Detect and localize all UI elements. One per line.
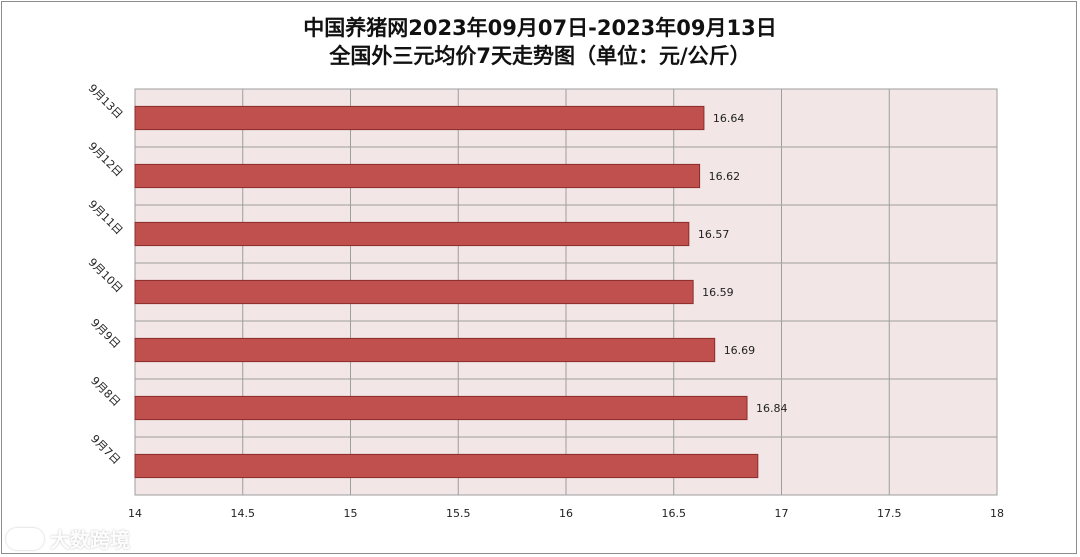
data-label: 16.64 (713, 112, 745, 125)
chart-title-line1: 中国养猪网2023年09月07日-2023年09月13日 (303, 16, 777, 40)
x-tick-label: 16 (559, 507, 573, 520)
data-label: 16.84 (756, 402, 788, 415)
data-label: 16.59 (702, 286, 734, 299)
y-tick-label: 9月8日 (88, 374, 123, 409)
y-tick-label: 9月12日 (86, 140, 126, 180)
x-tick-label: 16.5 (662, 507, 687, 520)
y-tick-label: 9月9日 (88, 316, 123, 351)
bar (134, 279, 694, 305)
y-tick-label: 9月13日 (86, 82, 126, 122)
y-tick-label: 9月11日 (86, 198, 126, 238)
x-tick-label: 14.5 (231, 507, 256, 520)
x-tick-label: 18 (990, 507, 1004, 520)
bar (134, 105, 705, 131)
bar (134, 395, 748, 421)
x-tick-label: 17.5 (877, 507, 902, 520)
data-label: 16.62 (709, 170, 741, 183)
x-tick-label: 14 (128, 507, 142, 520)
bar (134, 163, 701, 189)
y-tick-label: 9月7日 (88, 432, 123, 467)
x-tick-label: 17 (775, 507, 789, 520)
data-label: 16.57 (698, 228, 730, 241)
data-label: 16.69 (724, 344, 756, 357)
bar (134, 453, 759, 479)
x-tick-label: 15 (344, 507, 358, 520)
watermark-text: 大数跨境 (50, 528, 130, 552)
y-tick-label: 9月10日 (86, 256, 126, 296)
bar (134, 221, 690, 247)
x-tick-label: 15.5 (446, 507, 471, 520)
watermark-logo-icon (6, 527, 44, 550)
bar (134, 337, 716, 363)
chart-title: 中国养猪网2023年09月07日-2023年09月13日 全国外三元均价7天走势… (0, 14, 1080, 70)
watermark: 大数跨境 (6, 524, 130, 553)
chart-title-line2: 全国外三元均价7天走势图（单位：元/公斤） (329, 44, 751, 68)
